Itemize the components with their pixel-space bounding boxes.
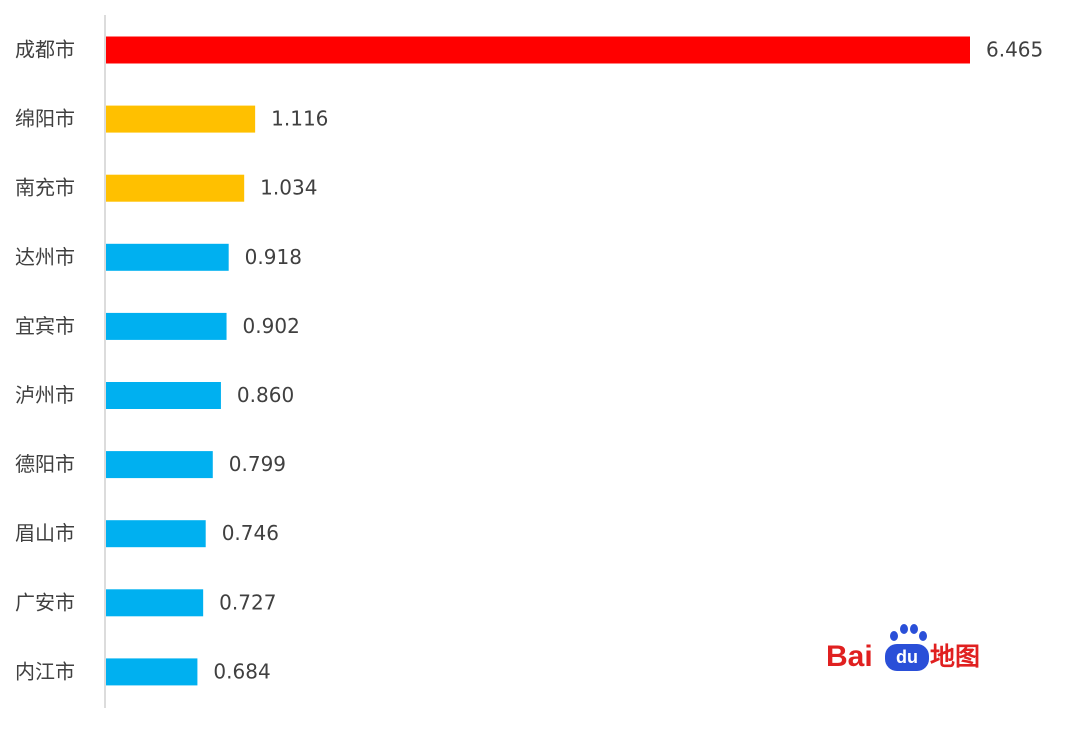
value-label: 0.860 bbox=[237, 383, 294, 407]
category-label: 德阳市 bbox=[15, 452, 75, 476]
logo-badge: du bbox=[896, 647, 918, 667]
bar bbox=[106, 520, 206, 548]
logo: Bai du 地图 bbox=[826, 624, 980, 673]
logo-paw bbox=[885, 624, 929, 671]
value-label: 0.902 bbox=[243, 314, 300, 338]
bar bbox=[106, 174, 245, 202]
bar bbox=[106, 36, 970, 64]
category-label: 宜宾市 bbox=[15, 314, 75, 338]
value-label: 1.034 bbox=[260, 176, 317, 200]
bar bbox=[106, 451, 213, 479]
bar bbox=[106, 312, 227, 340]
category-label: 内江市 bbox=[15, 659, 75, 683]
value-label: 0.918 bbox=[245, 245, 302, 269]
logo-brand: Bai bbox=[826, 640, 873, 673]
bar bbox=[106, 658, 198, 686]
category-label: 泸州市 bbox=[15, 383, 75, 407]
category-label: 成都市 bbox=[15, 38, 75, 62]
category-label: 眉山市 bbox=[15, 521, 75, 545]
value-label: 6.465 bbox=[986, 38, 1043, 62]
bar bbox=[106, 243, 229, 271]
category-label: 绵阳市 bbox=[15, 107, 75, 131]
category-label: 广安市 bbox=[15, 590, 75, 614]
bar bbox=[106, 589, 204, 617]
logo-suffix: 地图 bbox=[930, 642, 980, 671]
value-label: 0.684 bbox=[213, 659, 270, 683]
bar bbox=[106, 382, 221, 409]
value-label: 0.799 bbox=[229, 452, 286, 476]
category-label: 南充市 bbox=[15, 176, 75, 200]
value-label: 1.116 bbox=[271, 107, 328, 131]
value-label: 0.727 bbox=[219, 590, 276, 614]
value-label: 0.746 bbox=[222, 521, 279, 545]
bar bbox=[106, 105, 256, 133]
category-label: 达州市 bbox=[15, 245, 75, 269]
